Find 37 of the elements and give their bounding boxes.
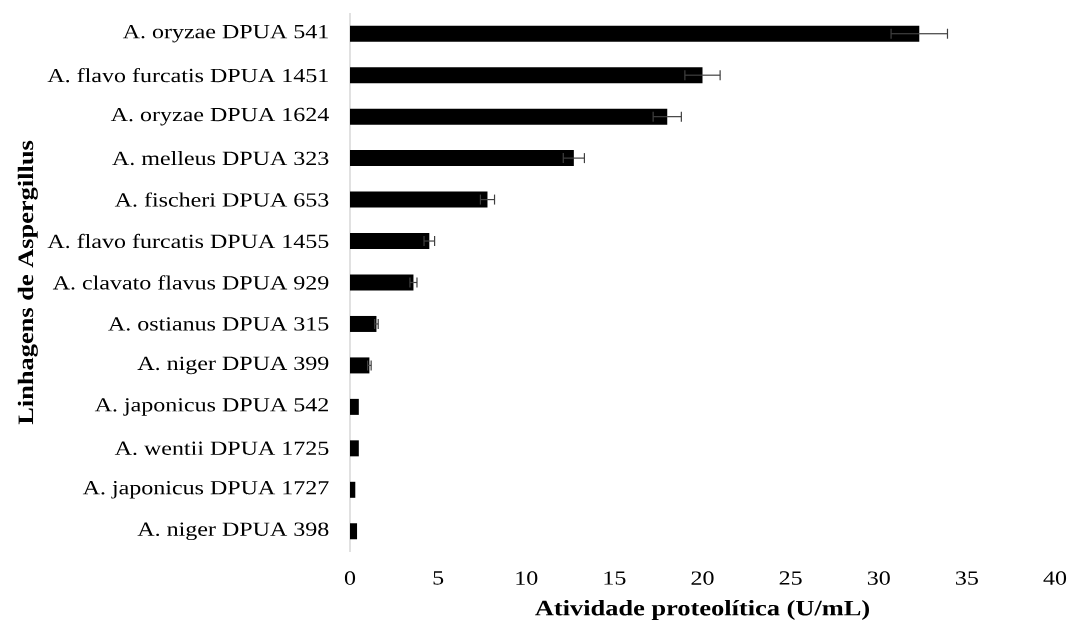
- bar: [350, 440, 359, 457]
- y-tick-label: A. oryzae DPUA 1624: [110, 107, 329, 126]
- bar: [350, 25, 920, 42]
- y-tick-label: A. clavato flavus DPUA 929: [52, 275, 329, 290]
- y-tick-label: A. flavo furcatis DPUA 1455: [47, 233, 329, 249]
- x-tick-label: 25: [779, 571, 802, 585]
- bar: [350, 108, 668, 125]
- x-tick-label: 10: [516, 571, 538, 585]
- x-tick-label: 30: [867, 571, 890, 585]
- bar: [350, 191, 488, 208]
- bar: [350, 315, 377, 332]
- y-axis-title: Linhagens de Aspergillus: [17, 140, 38, 425]
- y-tick-label: A. japonicus DPUA 542: [94, 398, 328, 416]
- bar: [350, 481, 356, 498]
- y-tick-label: A. wentii DPUA 1725: [114, 441, 329, 456]
- bar: [350, 274, 414, 291]
- y-tick-label: A. japonicus DPUA 1727: [82, 481, 329, 499]
- y-tick-label: A. fischeri DPUA 653: [114, 192, 329, 207]
- x-tick-label: 40: [1043, 571, 1067, 585]
- bar: [350, 357, 370, 374]
- bar: [350, 233, 430, 250]
- x-tick-label: 20: [691, 571, 714, 585]
- x-tick-label: 5: [433, 571, 444, 585]
- bar: [350, 398, 359, 415]
- bar: [350, 523, 358, 540]
- x-tick-label: 15: [604, 571, 626, 585]
- x-axis-title: Atividade proteolítica (U/mL): [535, 600, 869, 620]
- y-tick-label: A. niger DPUA 399: [137, 356, 329, 375]
- bar: [350, 67, 703, 84]
- y-tick-label: A. melleus DPUA 323: [112, 151, 329, 166]
- bar: [350, 150, 574, 167]
- y-tick-label: A. ostianus DPUA 315: [108, 317, 329, 331]
- x-tick-label: 35: [956, 571, 978, 585]
- y-tick-label: A. niger DPUA 398: [137, 522, 329, 541]
- x-tick-label: 0: [344, 571, 356, 585]
- y-tick-label: A. oryzae DPUA 541: [122, 24, 328, 43]
- y-tick-label: A. flavo furcatis DPUA 1451: [47, 68, 328, 83]
